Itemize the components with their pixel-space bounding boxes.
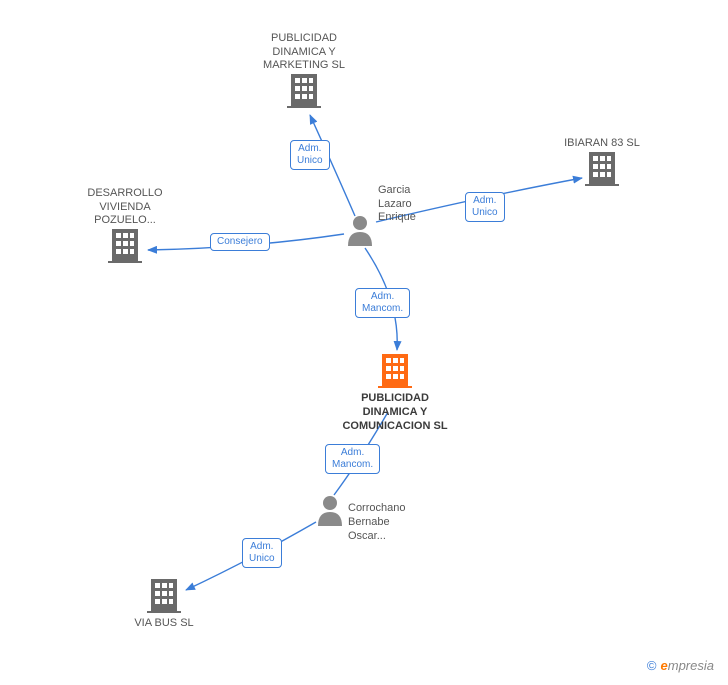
node-label: DESARROLLO VIVIENDA POZUELO... bbox=[65, 187, 185, 228]
node-n_pub_mkt[interactable]: PUBLICIDAD DINAMICA Y MARKETING SL bbox=[287, 72, 321, 113]
edge-label: Adm. Mancom. bbox=[325, 444, 380, 474]
building-icon bbox=[378, 352, 412, 393]
node-n_corrochano[interactable]: Corrochano Bernabe Oscar... bbox=[316, 494, 344, 531]
edge-label: Consejero bbox=[210, 233, 270, 251]
node-label: PUBLICIDAD DINAMICA Y MARKETING SL bbox=[244, 32, 364, 73]
edge-label: Adm. Unico bbox=[242, 538, 282, 568]
person-icon bbox=[346, 214, 374, 251]
edge-label: Adm. Unico bbox=[290, 140, 330, 170]
node-label: VIA BUS SL bbox=[104, 617, 224, 631]
node-label: Corrochano Bernabe Oscar... bbox=[348, 502, 448, 543]
building-icon bbox=[287, 72, 321, 113]
node-label: IBIARAN 83 SL bbox=[542, 137, 662, 151]
copyright-symbol: © bbox=[647, 658, 657, 673]
building-icon bbox=[585, 150, 619, 191]
diagram-canvas: PUBLICIDAD DINAMICA Y MARKETING SL IBIAR… bbox=[0, 0, 728, 685]
watermark: © empresia bbox=[647, 658, 714, 673]
node-n_ibiaran[interactable]: IBIARAN 83 SL bbox=[585, 150, 619, 191]
edges-layer bbox=[0, 0, 728, 685]
edge-label: Adm. Mancom. bbox=[355, 288, 410, 318]
edge-label: Adm. Unico bbox=[465, 192, 505, 222]
node-label: Garcia Lazaro Enrique bbox=[378, 184, 458, 225]
node-n_pub_com[interactable]: PUBLICIDAD DINAMICA Y COMUNICACION SL bbox=[378, 352, 412, 393]
node-n_viabus[interactable]: VIA BUS SL bbox=[147, 577, 181, 618]
brand-name: empresia bbox=[661, 658, 714, 673]
person-icon bbox=[316, 494, 344, 531]
node-n_desarrollo[interactable]: DESARROLLO VIVIENDA POZUELO... bbox=[108, 227, 142, 268]
node-n_garcia[interactable]: Garcia Lazaro Enrique bbox=[346, 214, 374, 251]
node-label: PUBLICIDAD DINAMICA Y COMUNICACION SL bbox=[320, 392, 470, 433]
building-icon bbox=[147, 577, 181, 618]
building-icon bbox=[108, 227, 142, 268]
